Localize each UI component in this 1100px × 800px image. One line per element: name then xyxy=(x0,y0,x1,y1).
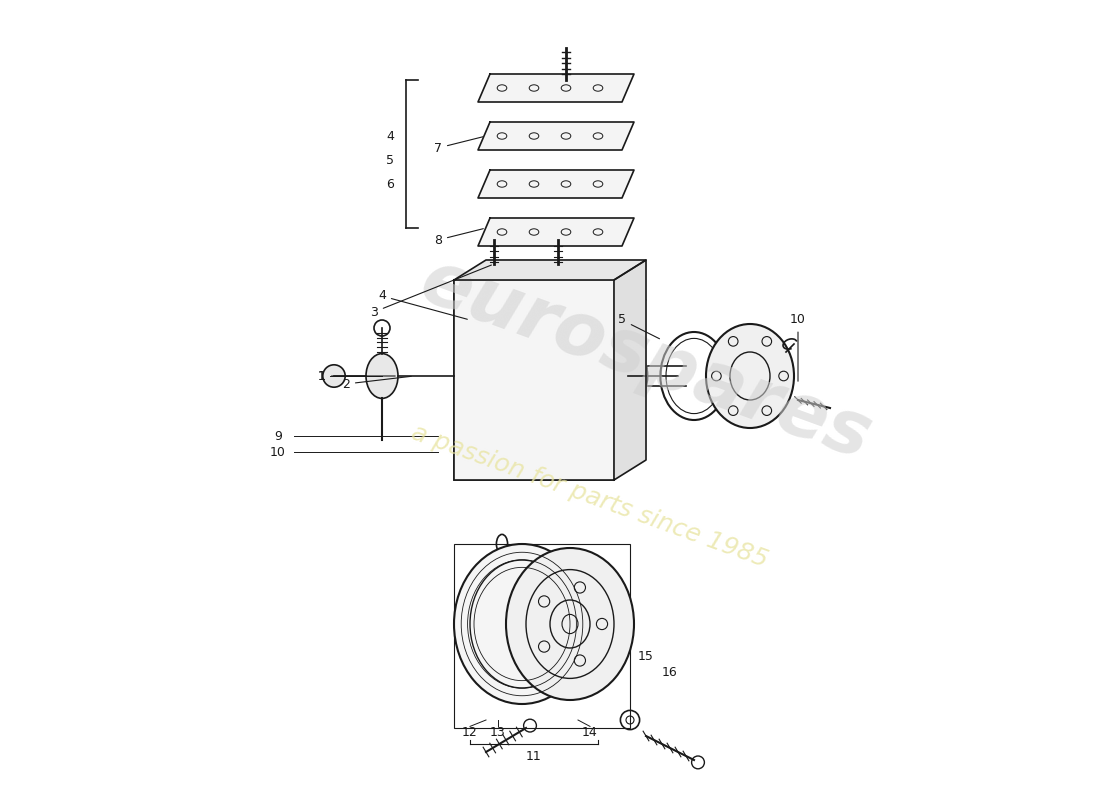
Bar xyxy=(454,280,614,480)
Text: 8: 8 xyxy=(434,229,483,246)
Ellipse shape xyxy=(628,356,648,396)
Text: 9: 9 xyxy=(274,430,282,442)
Text: 10: 10 xyxy=(271,446,286,458)
Polygon shape xyxy=(478,170,634,198)
Polygon shape xyxy=(454,260,646,280)
Text: 5: 5 xyxy=(618,314,660,338)
Text: 15: 15 xyxy=(638,650,653,662)
Bar xyxy=(454,280,614,480)
Ellipse shape xyxy=(454,544,590,704)
Text: 5: 5 xyxy=(386,154,394,166)
Text: 12: 12 xyxy=(462,726,477,738)
Text: 6: 6 xyxy=(386,178,394,190)
Text: 7: 7 xyxy=(434,137,483,154)
Text: 16: 16 xyxy=(662,666,678,678)
Text: a passion for parts since 1985: a passion for parts since 1985 xyxy=(408,420,771,572)
Ellipse shape xyxy=(366,354,398,398)
Text: 11: 11 xyxy=(526,750,542,762)
Text: 4: 4 xyxy=(386,130,394,142)
Text: 13: 13 xyxy=(491,726,506,738)
Text: 3: 3 xyxy=(370,265,492,318)
Text: 1: 1 xyxy=(318,370,326,382)
Text: 10: 10 xyxy=(790,314,806,382)
Polygon shape xyxy=(614,260,646,480)
Polygon shape xyxy=(478,122,634,150)
Ellipse shape xyxy=(506,548,634,700)
Ellipse shape xyxy=(706,324,794,428)
Ellipse shape xyxy=(322,365,345,387)
Text: eurospares: eurospares xyxy=(410,245,881,475)
Text: 2: 2 xyxy=(342,376,411,390)
Text: 1: 1 xyxy=(318,370,395,382)
Polygon shape xyxy=(478,74,634,102)
Bar xyxy=(454,544,630,728)
Text: 4: 4 xyxy=(378,290,468,319)
Polygon shape xyxy=(478,218,634,246)
Text: 14: 14 xyxy=(582,726,598,738)
